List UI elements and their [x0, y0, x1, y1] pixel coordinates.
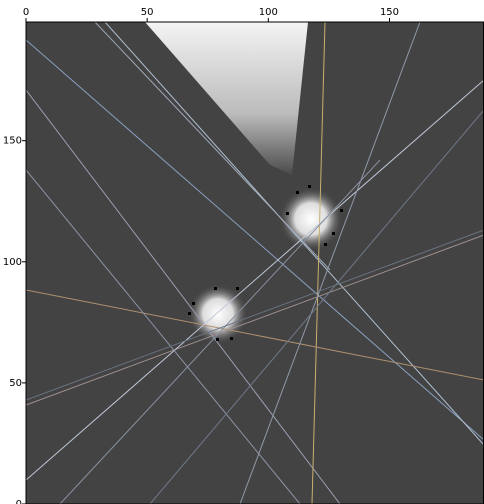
x-tick-label: 100 — [259, 7, 278, 18]
image — [26, 22, 484, 504]
chart: 0 50 100 150 0 50 100 150 — [0, 0, 484, 504]
x-tick-label: 150 — [380, 7, 399, 18]
y-tick-label: 0 — [16, 499, 22, 504]
point — [214, 287, 217, 290]
y-tick-label: 50 — [9, 378, 22, 389]
bright-spot — [279, 187, 343, 251]
point — [188, 312, 191, 315]
point — [236, 287, 239, 290]
point — [286, 212, 289, 215]
point — [308, 185, 311, 188]
bright-spot — [188, 284, 248, 344]
point — [216, 338, 219, 341]
y-tick-label: 100 — [3, 257, 22, 268]
point — [340, 209, 343, 212]
point — [332, 232, 335, 235]
point — [230, 337, 233, 340]
point — [324, 243, 327, 246]
x-tick-label: 50 — [141, 7, 154, 18]
y-tick-label: 150 — [3, 136, 22, 147]
point — [192, 302, 195, 305]
x-tick-label: 0 — [23, 7, 29, 18]
point — [296, 191, 299, 194]
